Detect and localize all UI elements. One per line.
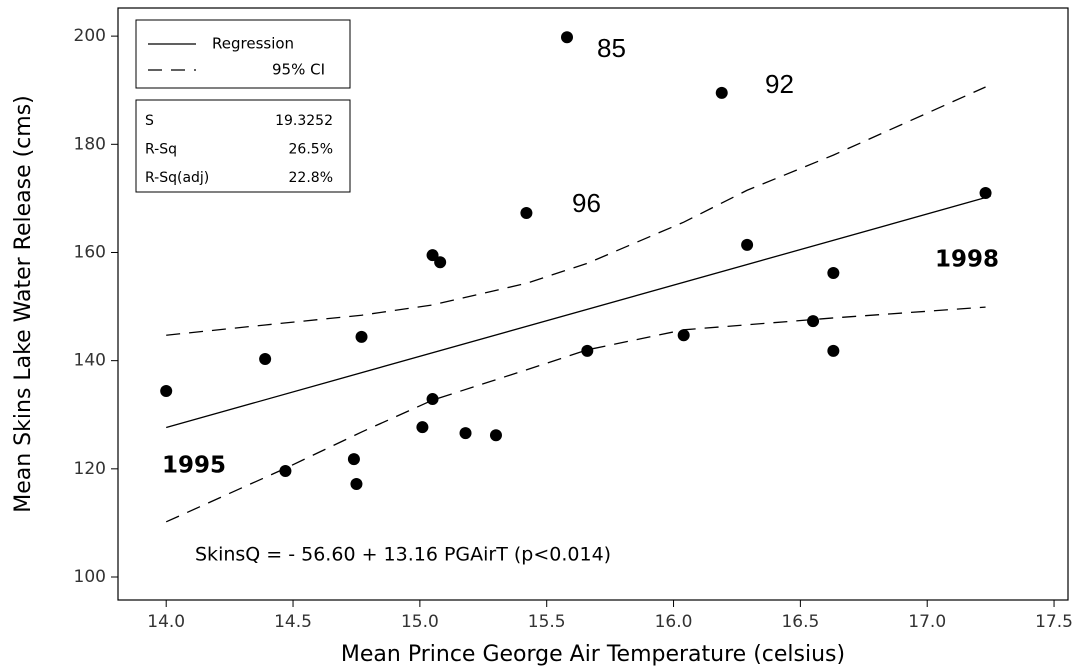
x-tick-label: 16.0: [655, 612, 693, 632]
x-tick-label: 14.5: [274, 612, 312, 632]
x-tick-label: 14.0: [147, 612, 185, 632]
point: [827, 267, 840, 280]
point: [581, 344, 594, 357]
x-tick-label: 15.5: [528, 612, 566, 632]
regression-line: [166, 195, 991, 429]
annotation: SkinsQ = - 56.60 + 13.16 PGAirT (p<0.014…: [195, 544, 611, 566]
legend-label: Regression: [212, 35, 294, 53]
legend-box: [135, 19, 351, 89]
point: [741, 238, 754, 251]
point: [489, 429, 502, 442]
y-tick-label: 160: [74, 242, 106, 262]
x-axis-title: Mean Prince George Air Temperature (cels…: [341, 642, 845, 667]
ci-lower-line: [165, 306, 986, 523]
legend-label: 95% CI: [272, 61, 325, 79]
y-axis-title: Mean Skins Lake Water Release (cms): [11, 95, 36, 513]
stat-value: 26.5%: [289, 142, 333, 158]
point: [459, 427, 472, 440]
point: [160, 384, 173, 397]
point: [279, 464, 292, 477]
y-tick-label: 120: [74, 459, 106, 479]
x-tick-label: 17.5: [1035, 612, 1073, 632]
y-tick-label: 140: [74, 351, 106, 371]
annotation: 92: [765, 69, 794, 99]
stat-label: R-Sq(adj): [145, 170, 209, 186]
point: [426, 393, 439, 406]
stat-label: R-Sq: [145, 142, 177, 158]
point: [350, 477, 363, 490]
x-tick-label: 15.0: [401, 612, 439, 632]
point: [807, 315, 820, 328]
point: [259, 353, 272, 366]
y-tick-label: 180: [74, 134, 106, 154]
point: [355, 330, 368, 343]
point: [677, 329, 690, 342]
stat-label: S: [145, 113, 154, 129]
point: [416, 421, 429, 434]
stat-value: 22.8%: [289, 170, 333, 186]
stats-box: [135, 99, 351, 193]
stat-value: 19.3252: [275, 113, 333, 129]
point: [979, 186, 992, 199]
ci-upper-line: [166, 86, 986, 336]
plot-frame: [117, 7, 1069, 601]
annotation: 1998: [935, 247, 999, 273]
y-tick-label: 200: [74, 26, 106, 46]
annotation: 1995: [162, 453, 226, 479]
x-tick-label: 16.5: [781, 612, 819, 632]
point: [520, 206, 533, 219]
x-tick-label: 17.0: [908, 612, 946, 632]
point: [560, 31, 573, 44]
y-tick-label: 100: [74, 567, 106, 587]
point: [347, 453, 360, 466]
point: [426, 249, 439, 262]
annotation: 85: [597, 33, 626, 63]
point: [827, 344, 840, 357]
point: [434, 256, 447, 269]
annotation: 96: [572, 188, 601, 218]
point: [715, 86, 728, 99]
